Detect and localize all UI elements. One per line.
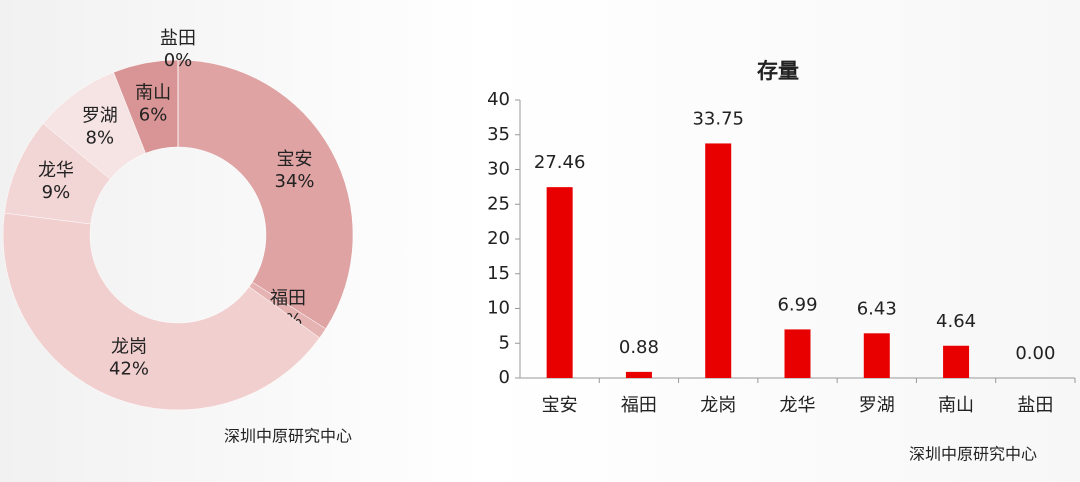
bar-value-label: 27.46 [534, 152, 586, 173]
y-tick-label: 40 [487, 89, 510, 110]
bar [546, 187, 573, 378]
x-tick-label: 龙岗 [700, 395, 736, 416]
slice-value: 8% [86, 127, 115, 148]
bar [863, 333, 890, 378]
bar [943, 345, 970, 378]
x-tick-label: 龙华 [780, 395, 816, 416]
bar-title: 存量 [757, 59, 799, 83]
bar [625, 371, 652, 378]
y-tick-label: 30 [487, 159, 510, 180]
y-tick-label: 35 [487, 124, 510, 145]
x-tick-label: 盐田 [1017, 395, 1053, 416]
slice-label: 福田 [270, 288, 306, 309]
bar [705, 143, 732, 378]
bar [784, 329, 811, 378]
slice-label: 罗湖 [82, 105, 118, 126]
y-tick-label: 10 [487, 298, 510, 319]
bar-value-label: 33.75 [692, 108, 744, 129]
donut-slice [2, 212, 320, 411]
y-tick-label: 20 [487, 228, 510, 249]
slice-value: 42% [109, 359, 149, 380]
pie-source: 深圳中原研究中心 [224, 427, 352, 446]
slice-label: 龙岗 [111, 337, 147, 358]
x-tick-label: 宝安 [542, 395, 578, 416]
bar-value-label: 6.99 [777, 294, 817, 315]
bar-value-label: 0.00 [1015, 343, 1055, 364]
slice-value: 6% [139, 104, 168, 125]
donut-slice [177, 59, 354, 330]
slice-value: 9% [42, 182, 71, 203]
slice-label: 宝安 [277, 149, 313, 170]
bar-source: 深圳中原研究中心 [909, 445, 1037, 464]
bar-value-label: 0.88 [619, 337, 659, 358]
y-tick-label: 15 [487, 263, 510, 284]
bar-value-label: 6.43 [857, 298, 897, 319]
bar-value-label: 4.64 [936, 311, 976, 332]
x-tick-label: 南山 [938, 395, 974, 416]
x-tick-label: 罗湖 [859, 395, 895, 416]
slice-label: 龙华 [38, 160, 74, 181]
slice-label: 盐田 [160, 28, 196, 49]
slice-value: 34% [275, 171, 315, 192]
x-tick-label: 福田 [621, 395, 657, 416]
slice-label: 南山 [135, 82, 171, 103]
y-tick-label: 5 [499, 332, 510, 353]
y-tick-label: 25 [487, 193, 510, 214]
y-tick-label: 0 [499, 367, 510, 388]
slice-value: 0% [164, 50, 193, 71]
